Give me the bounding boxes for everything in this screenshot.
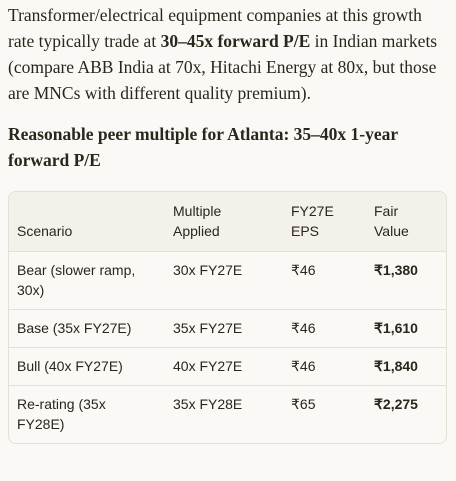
table-cell: 40x FY27E (165, 347, 283, 386)
table-cell: Base (35x FY27E) (9, 309, 165, 348)
table-row: Base (35x FY27E) 35x FY27E ₹46 ₹1,610 (9, 309, 446, 348)
table-cell: ₹46 (291, 262, 316, 278)
table-cell: Bull (40x FY27E) (9, 347, 165, 386)
header-cell: FY27E EPS (283, 192, 366, 252)
table-cell: ₹1,610 (366, 309, 446, 348)
text: Transformer/electrical equipment compani… (8, 5, 422, 51)
table-cell: 30x FY27E (173, 262, 243, 278)
table-cell: ₹1,380 (374, 262, 418, 278)
table-cell: 35x FY28E (165, 385, 283, 443)
table-cell: ₹2,275 (366, 385, 446, 443)
table-container: Scenario Multiple Applied FY27E EPS Fair Va… (8, 191, 447, 444)
table-row: Bear (slower ramp, 30x) 30x FY27E ₹46 ₹1,38… (9, 252, 446, 310)
table-cell: ₹46 (283, 309, 366, 348)
header-cell: Multiple Applied (165, 192, 283, 252)
paragraph: Transformer/electrical equipment compani… (8, 2, 448, 106)
header-cell: Scenario (9, 192, 165, 252)
bold-text: 30–45x forward P/E (160, 31, 311, 51)
table-cell: Re-rating (35x FY28E) (9, 385, 165, 443)
header-cell: Fair Value (366, 192, 446, 252)
header-row: Scenario Multiple Applied FY27E EPS Fair Va… (9, 192, 446, 252)
table-cell: Bear (slower ramp, 30x) (17, 262, 136, 298)
table-cell: 35x FY27E (165, 309, 283, 348)
heading: Reasonable peer multiple for Atlanta: 35… (8, 124, 398, 170)
header-text: FY27E EPS (291, 203, 334, 239)
header-text: Scenario (17, 223, 73, 239)
table-cell: ₹65 (283, 385, 366, 443)
table: Scenario Multiple Applied FY27E EPS Fair Va… (9, 192, 446, 443)
table-row: Bull (40x FY27E) 40x FY27E ₹46 ₹1,840 (9, 347, 446, 386)
table-body: Bear (slower ramp, 30x) 30x FY27E ₹46 ₹1,38… (9, 252, 446, 443)
header-text: Multiple Applied (173, 203, 222, 239)
table-cell: ₹1,840 (366, 347, 446, 386)
header-text: Fair Value (374, 203, 409, 239)
table-row: Re-rating (35x FY28E) 35x FY28E ₹65 ₹2,275 (9, 385, 446, 443)
table-cell: ₹46 (283, 347, 366, 386)
text: in Indian markets (compare ABB India at … (8, 31, 438, 103)
content: Transformer/electrical equipment compani… (8, 2, 448, 444)
